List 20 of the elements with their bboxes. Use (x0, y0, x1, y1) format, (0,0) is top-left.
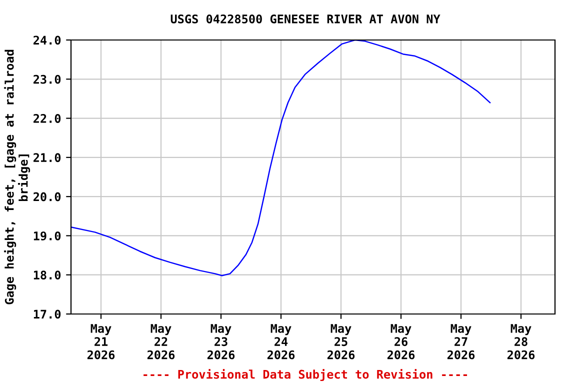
text: ---- Provisional Data Subject to Revision ---- (144, 368, 468, 382)
chart-title: USGS 04228500 GENESEE RIVER AT AVON NY (170, 14, 440, 24)
y-tick-label: 23.0 (34, 74, 61, 84)
x-tick-label: May 28 2026 (507, 324, 535, 360)
y-tick-label: 19.0 (34, 231, 61, 240)
x-tick-label: May 25 2026 (327, 324, 355, 360)
y-tick-label: 22.0 (34, 114, 61, 123)
line-series (71, 40, 491, 276)
y-axis-title: Gage height, feet, [gage at railroad bridge] (4, 50, 30, 304)
x-tick-label: May 26 2026 (387, 324, 415, 360)
y-tick-label: 17.0 (34, 310, 61, 319)
x-tick-label: May 27 2026 (447, 324, 475, 360)
x-tick-label: May 24 2026 (267, 324, 295, 360)
x-tick-label: May 23 2026 (207, 324, 235, 360)
y-tick-label: 24.0 (34, 36, 61, 45)
x-tick-label: May 21 2026 (87, 324, 115, 360)
y-tick-label: 20.0 (34, 192, 61, 202)
y-tick-label: 21.0 (34, 153, 61, 162)
x-tick-label: May 22 2026 (147, 324, 175, 360)
y-tick-label: 18.0 (34, 270, 61, 280)
